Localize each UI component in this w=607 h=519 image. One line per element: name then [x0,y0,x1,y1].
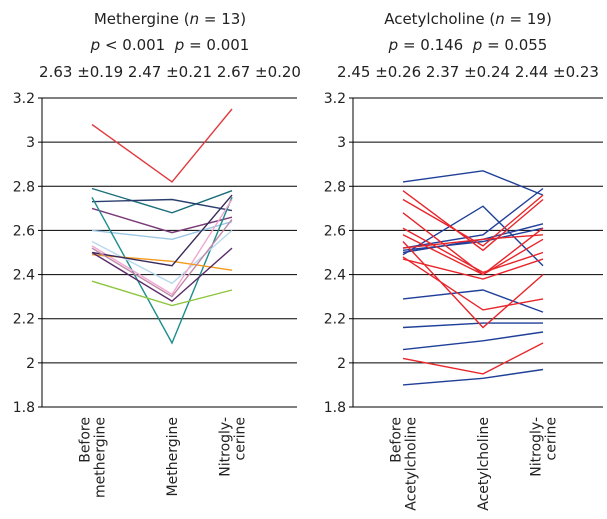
y-tick-label: 1.8 [324,400,346,416]
x-tick-label: Acetylcholine [404,417,420,511]
chart-title: Methergine (n = 13) [94,10,246,28]
x-tick-label: Nitrogly- [529,417,545,477]
x-tick-label: Before [78,417,94,463]
x-tick-label: cerine [544,417,560,460]
x-tick-label: methergine [93,417,109,498]
series-line [402,234,544,276]
x-tick-label: Methergine [165,417,181,496]
title-n-value: = 19) [505,10,552,28]
series-line [402,256,544,311]
series-line [91,108,233,183]
y-tick-label: 2.2 [13,312,35,328]
y-tick-label: 2.4 [324,268,346,284]
p-symbol: p [388,36,399,54]
chart-title: Acetylcholine (n = 19) [384,10,552,28]
series-line [91,229,233,285]
series-line [91,218,233,298]
series-line [91,187,233,214]
y-tick-label: 2.2 [324,312,346,328]
p-symbol: p [472,36,483,54]
series-line [402,322,543,329]
p-value-text: < 0.001 [100,36,175,54]
series-line [91,207,233,234]
p-value-text: = 0.001 [184,36,249,54]
series-line [91,220,233,241]
series-line [402,342,544,375]
title-group: Acetylcholine ( [384,10,495,28]
p-values: p = 0.146 p = 0.055 [388,36,548,54]
title-n-label: n [190,10,200,28]
x-tick-label: cerine [233,417,249,460]
p-symbol: p [90,36,101,54]
group-stats: 2.63 ±0.19 2.47 ±0.21 2.67 ±0.20 [39,63,301,81]
y-tick-label: 2.8 [324,179,346,195]
x-tick-label: Before [389,417,405,463]
series-line [91,247,233,302]
y-tick-label: 3 [26,135,35,151]
series-line [402,205,544,267]
p-value-text: = 0.146 [398,36,473,54]
y-tick-label: 2.4 [13,268,35,284]
y-tick-label: 1.8 [13,400,35,416]
title-n-value: = 13) [199,10,246,28]
series-line [402,331,544,351]
y-tick-label: 2.8 [13,179,35,195]
x-tick-label: Nitrogly- [218,417,234,477]
series-line [402,258,544,280]
p-values: p < 0.001 p = 0.001 [90,36,250,54]
p-value-text: = 0.055 [482,36,547,54]
y-tick-label: 2 [337,356,346,372]
title-n-label: n [495,10,505,28]
series-line [91,280,233,307]
series-line [402,289,544,313]
group-stats: 2.45 ±0.26 2.37 ±0.24 2.44 ±0.23 [337,63,599,81]
y-tick-label: 2.6 [13,223,35,239]
y-tick-label: 2 [26,356,35,372]
panel-acetylcholine: Acetylcholine (n = 19) p = 0.146 p = 0.05… [324,10,603,511]
y-tick-label: 3 [337,135,346,151]
y-tick-label: 3.2 [324,91,346,107]
panel-methergine: Methergine (n = 13) p < 0.001 p = 0.001 2.… [13,10,301,498]
series-line [91,199,233,296]
series-line [402,170,544,196]
series-line [91,194,233,267]
series-line [402,368,544,386]
x-tick-label: Acetylcholine [476,417,492,511]
title-group: Methergine ( [94,10,190,28]
series-line [402,227,544,274]
series-line [402,190,544,252]
series-line [402,241,544,329]
series-line [91,198,233,212]
y-tick-label: 3.2 [13,91,35,107]
y-tick-label: 2.6 [324,223,346,239]
series-line [91,254,233,271]
p-symbol: p [174,36,185,54]
series-line [402,234,544,249]
series-line [402,194,544,247]
